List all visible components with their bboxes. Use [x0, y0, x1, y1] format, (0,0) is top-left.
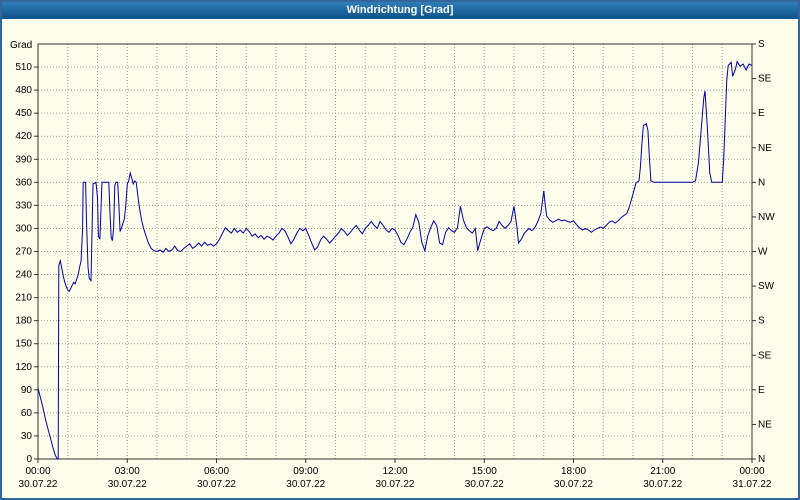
y-right-tick-label: S	[758, 39, 765, 50]
x-tick-date-label: 30.07.22	[554, 479, 593, 490]
y-right-tick-label: S	[758, 316, 765, 327]
x-tick-time-label: 15:00	[472, 466, 497, 477]
y-right-tick-label: N	[758, 454, 765, 465]
y-left-tick-label: 330	[15, 200, 32, 211]
y-right-tick-label: SE	[758, 350, 772, 361]
y-left-tick-label: 240	[15, 270, 32, 281]
y-left-tick-label: 360	[15, 177, 32, 188]
series-line-windrichtung	[37, 60, 753, 460]
y-right-tick-label: E	[758, 385, 765, 396]
x-tick-date-label: 30.07.22	[376, 479, 415, 490]
y-right-tick-label: W	[758, 247, 768, 258]
x-tick-time-label: 21:00	[650, 466, 675, 477]
y-left-tick-label: 30	[21, 431, 33, 442]
x-tick-time-label: 00:00	[739, 466, 764, 477]
x-tick-date-label: 30.07.22	[197, 479, 236, 490]
x-tick-time-label: 09:00	[293, 466, 318, 477]
y-left-tick-label: 150	[15, 339, 32, 350]
x-tick-time-label: 06:00	[204, 466, 229, 477]
y-left-tick-label: 420	[15, 131, 32, 142]
y-left-tick-label: 510	[15, 62, 32, 73]
x-tick-time-label: 12:00	[382, 466, 407, 477]
y-left-tick-label: 120	[15, 362, 32, 373]
y-left-tick-label: 180	[15, 316, 32, 327]
x-tick-date-label: 30.07.22	[643, 479, 682, 490]
y-left-tick-label: 60	[21, 408, 33, 419]
y-axis-unit-label: Grad	[10, 40, 32, 51]
y-right-tick-label: SW	[758, 281, 775, 292]
window-titlebar: Windrichtung [Grad]	[2, 2, 798, 19]
window-title: Windrichtung [Grad]	[346, 4, 454, 16]
y-left-tick-label: 270	[15, 247, 32, 258]
y-left-tick-label: 300	[15, 223, 32, 234]
y-left-tick-label: 390	[15, 154, 32, 165]
y-right-tick-label: NW	[758, 212, 775, 223]
wind-direction-chart: 0 30 60 90 120 150 180 210 240 270 300 330 360 390 420…	[10, 39, 775, 490]
y-right-tick-label: SE	[758, 74, 772, 85]
x-tick-date-label: 30.07.22	[19, 479, 58, 490]
x-tick-time-label: 03:00	[115, 466, 140, 477]
y-right-tick-label: NE	[758, 419, 772, 430]
y-right-tick-label: NE	[758, 143, 772, 154]
x-tick-date-label: 31.07.22	[733, 479, 772, 490]
y-left-tick-label: 450	[15, 108, 32, 119]
x-tick-time-label: 18:00	[561, 466, 586, 477]
y-right-tick-label: N	[758, 177, 765, 188]
y-left-tick-label: 480	[15, 85, 32, 96]
x-tick-date-label: 30.07.22	[108, 479, 147, 490]
y-left-tick-label: 0	[26, 454, 32, 465]
x-tick-time-label: 00:00	[25, 466, 50, 477]
y-left-tick-label: 90	[21, 385, 33, 396]
y-right-tick-label: E	[758, 108, 765, 119]
y-left-tick-label: 210	[15, 293, 32, 304]
x-tick-date-label: 30.07.22	[286, 479, 325, 490]
x-tick-date-label: 30.07.22	[465, 479, 504, 490]
